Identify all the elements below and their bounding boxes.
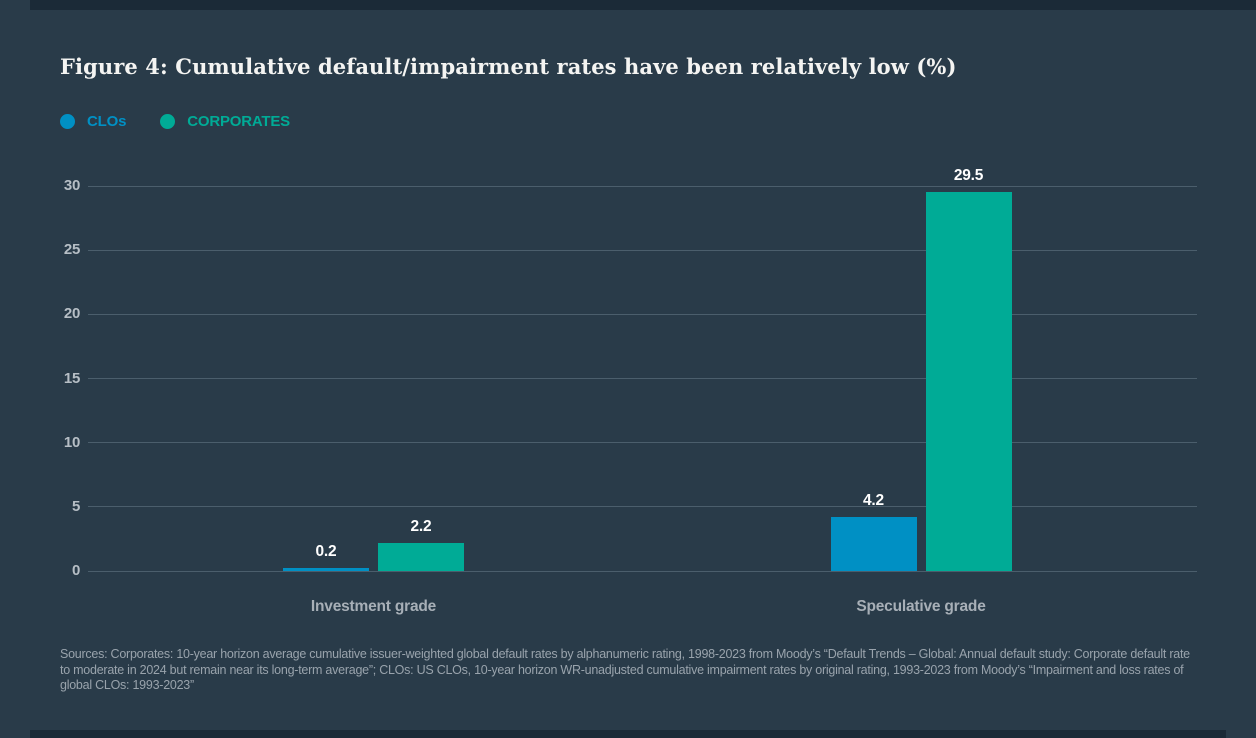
chart-legend: CLOs CORPORATES	[60, 113, 290, 130]
gridline-y-20	[88, 313, 1197, 315]
y-tick-label-20: 20	[63, 305, 80, 323]
y-axis: 0 5 10 15 20 25 30	[40, 177, 84, 579]
legend-item-corporates: CORPORATES	[160, 113, 290, 130]
legend-item-clos: CLOs	[60, 113, 126, 130]
top-border-band	[30, 0, 1256, 10]
bar-corporates-speculative-grade	[925, 192, 1012, 571]
gridline-y-25	[88, 249, 1197, 251]
corporates-legend-dot-icon	[160, 114, 176, 129]
y-tick-label-15: 15	[63, 369, 80, 387]
plot-area: 0.2 2.2 Investment grade 4.2 29.5 Speculative…	[88, 167, 1197, 615]
bar-value-corporates-investment-grade: 2.2	[410, 517, 432, 535]
gridline-y-15	[88, 378, 1197, 379]
gridline-y-30	[88, 185, 1197, 187]
category-label-speculative-grade: Speculative grade	[856, 598, 986, 615]
y-tick-label-5: 5	[71, 497, 80, 515]
gridline-y-5	[88, 506, 1197, 508]
bar-clos-investment-grade	[283, 568, 369, 571]
y-tick-label-30: 30	[63, 177, 80, 194]
bar-value-corporates-speculative-grade: 29.5	[953, 167, 984, 185]
category-label-investment-grade: Investment grade	[310, 598, 437, 615]
y-tick-label-0: 0	[71, 562, 80, 579]
figure-title: Figure 4: Cumulative default/impairment …	[60, 54, 957, 79]
bar-clos-speculative-grade	[830, 517, 917, 571]
bar-corporates-investment-grade	[378, 542, 464, 571]
bar-value-clos-investment-grade: 0.2	[315, 543, 337, 561]
legend-label-corporates: CORPORATES	[187, 113, 290, 130]
y-tick-label-25: 25	[63, 241, 80, 259]
legend-label-clos: CLOs	[87, 113, 127, 130]
source-note: Sources: Corporates: 10-year horizon ave…	[60, 647, 1190, 692]
bar-value-clos-speculative-grade: 4.2	[863, 492, 884, 510]
bottom-border-band	[30, 730, 1226, 738]
y-tick-label-10: 10	[63, 433, 80, 451]
gridline-y-0	[88, 570, 1197, 572]
clos-legend-dot-icon	[60, 114, 75, 129]
gridline-y-10	[88, 442, 1197, 444]
